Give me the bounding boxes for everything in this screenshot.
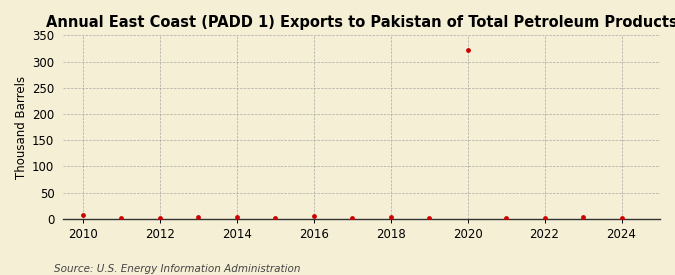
Point bbox=[270, 216, 281, 220]
Point bbox=[616, 216, 627, 220]
Point bbox=[424, 216, 435, 220]
Point bbox=[193, 214, 204, 219]
Point bbox=[385, 215, 396, 219]
Point bbox=[155, 216, 165, 220]
Point bbox=[116, 216, 127, 220]
Text: Source: U.S. Energy Information Administration: Source: U.S. Energy Information Administ… bbox=[54, 264, 300, 274]
Title: Annual East Coast (PADD 1) Exports to Pakistan of Total Petroleum Products: Annual East Coast (PADD 1) Exports to Pa… bbox=[46, 15, 675, 30]
Point bbox=[232, 215, 242, 219]
Point bbox=[78, 212, 88, 217]
Point bbox=[539, 216, 550, 220]
Point bbox=[347, 216, 358, 220]
Point bbox=[462, 48, 473, 52]
Point bbox=[501, 216, 512, 220]
Point bbox=[578, 214, 589, 219]
Y-axis label: Thousand Barrels: Thousand Barrels bbox=[15, 75, 28, 178]
Point bbox=[308, 213, 319, 218]
